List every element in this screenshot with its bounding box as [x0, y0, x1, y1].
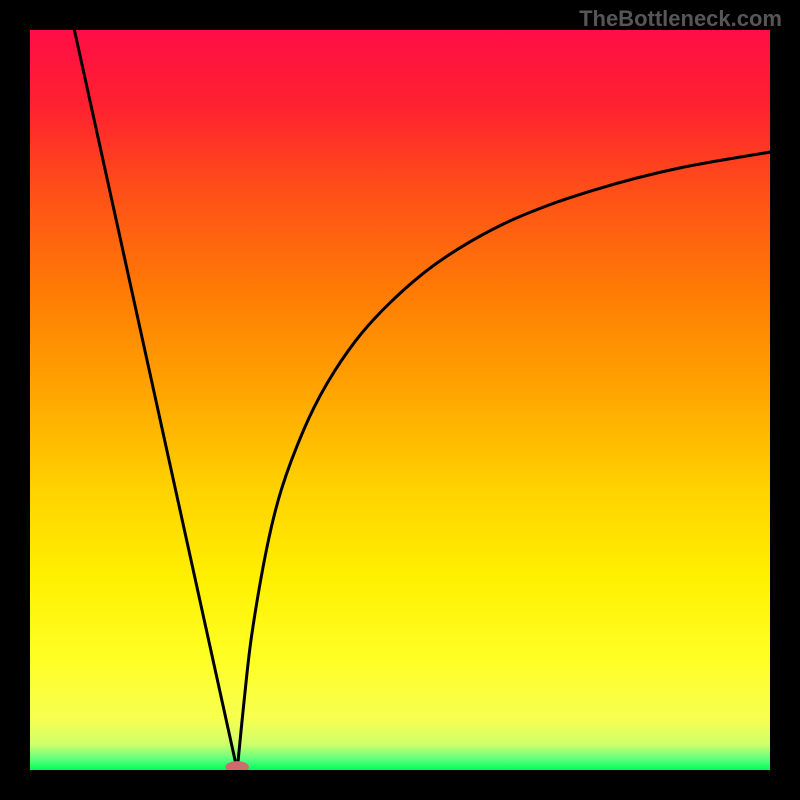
border-right	[770, 0, 800, 800]
watermark-text: TheBottleneck.com	[579, 6, 782, 32]
chart-background-gradient	[30, 30, 770, 770]
chart-svg	[0, 0, 800, 800]
border-bottom	[0, 770, 800, 800]
border-left	[0, 0, 30, 800]
bottleneck-chart: TheBottleneck.com	[0, 0, 800, 800]
